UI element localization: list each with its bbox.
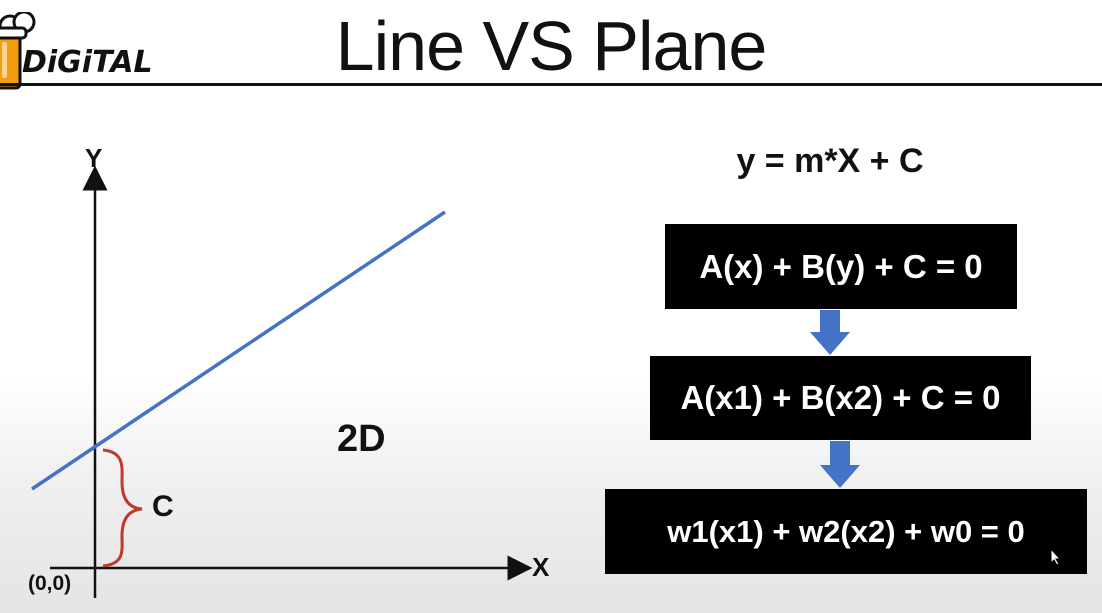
dimension-label: 2D: [337, 418, 386, 460]
mouse-cursor-icon: [1050, 548, 1062, 566]
down-arrow-icon: [820, 441, 860, 488]
x-axis-label: X: [532, 552, 550, 582]
down-arrow-icon: [810, 310, 850, 355]
intercept-brace: [102, 448, 143, 568]
line-equation: y = m*X + C: [736, 142, 924, 180]
equation-box-weights: w1(x1) + w2(x2) + w0 = 0: [605, 489, 1087, 574]
logo-text: DiGiTAL: [22, 45, 153, 80]
equation-box-general: A(x) + B(y) + C = 0: [665, 224, 1017, 309]
title-divider: [0, 83, 1102, 86]
intercept-label: C: [152, 490, 174, 523]
y-axis-label: Y: [85, 143, 103, 173]
regression-line: [31, 210, 446, 491]
beer-mug-icon: [0, 12, 36, 90]
logo: DiGiTAL: [0, 12, 160, 90]
equation-box-features: A(x1) + B(x2) + C = 0: [650, 356, 1031, 440]
page-title: Line VS Plane: [335, 7, 768, 85]
origin-label: (0,0): [28, 572, 72, 595]
